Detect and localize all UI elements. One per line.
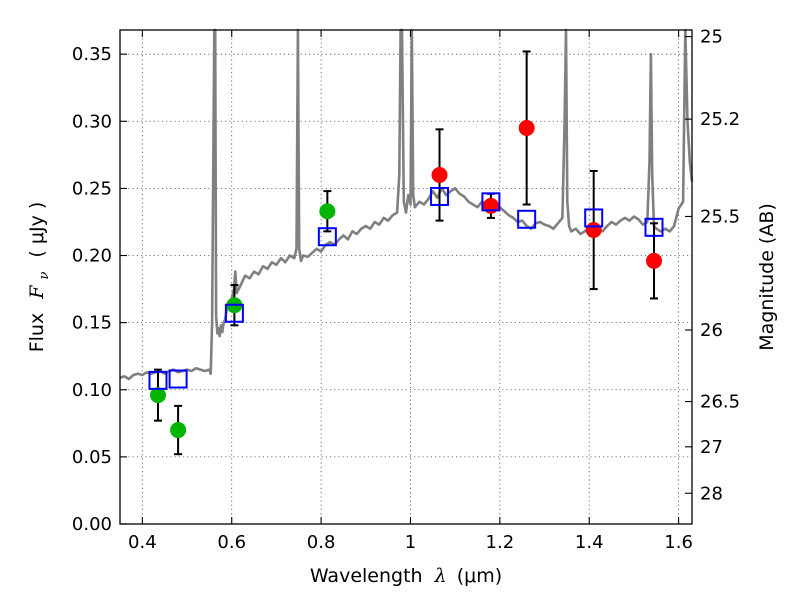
red-data-point <box>431 166 448 183</box>
y-tick-label: 0.20 <box>72 246 112 267</box>
model-spectrum-line <box>119 28 694 381</box>
right-tick-label: 27 <box>700 437 723 458</box>
y-axis-label: Flux F ν ( μJy ) <box>26 202 53 353</box>
data-points-layer <box>148 119 664 439</box>
red-data-point <box>585 222 602 239</box>
y-tick-label: 0.15 <box>72 313 112 334</box>
blue-model-square <box>430 186 450 206</box>
y-tick-label: 0.30 <box>72 111 112 132</box>
green-data-point <box>319 203 336 220</box>
y-tick-label: 0.35 <box>72 44 112 65</box>
x-tick-label: 0.8 <box>307 532 336 553</box>
blue-model-square <box>584 208 604 228</box>
x-tick-label: 1.6 <box>664 532 693 553</box>
y-tick-label: 0.00 <box>72 514 112 535</box>
model-spectrum-layer <box>119 28 694 381</box>
x-tick-label: 1.2 <box>486 532 515 553</box>
red-data-point <box>646 252 663 269</box>
blue-model-square <box>224 303 244 323</box>
x-tick-label: 0.4 <box>128 532 157 553</box>
grid-lines <box>120 30 692 524</box>
right-tick-label: 25.2 <box>700 109 740 130</box>
right-tick-label: 28 <box>700 483 723 504</box>
y-tick-label: 0.10 <box>72 380 112 401</box>
right-tick-label: 25 <box>700 27 723 48</box>
error-bars-layer <box>153 50 659 456</box>
y-tick-label: 0.25 <box>72 178 112 199</box>
blue-model-square <box>168 369 188 389</box>
red-data-point <box>518 119 535 136</box>
x-tick-label: 0.6 <box>217 532 246 553</box>
y-tick-label: 0.05 <box>72 447 112 468</box>
right-axis-label: Magnitude (AB) <box>756 203 778 351</box>
green-data-point <box>149 387 166 404</box>
green-data-point <box>170 422 187 439</box>
x-tick-label: 1 <box>405 532 416 553</box>
blue-model-square <box>148 370 168 390</box>
blue-model-square <box>644 217 664 237</box>
plot-frame <box>119 29 693 525</box>
blue-model-square <box>517 209 537 229</box>
x-tick-label: 1.4 <box>575 532 604 553</box>
right-tick-label: 26 <box>700 320 723 341</box>
blue-model-square <box>481 192 501 212</box>
blue-model-square <box>317 227 337 247</box>
right-tick-label: 26.5 <box>700 392 740 413</box>
x-axis-label: Wavelength λ (μm) <box>310 565 502 587</box>
axis-ticks: 0.4 0.6 0.8 1 1.2 1.4 1.6 0.00 0.05 0.10 0.15 0.20 0… <box>72 27 740 553</box>
right-tick-label: 25.5 <box>700 206 740 227</box>
